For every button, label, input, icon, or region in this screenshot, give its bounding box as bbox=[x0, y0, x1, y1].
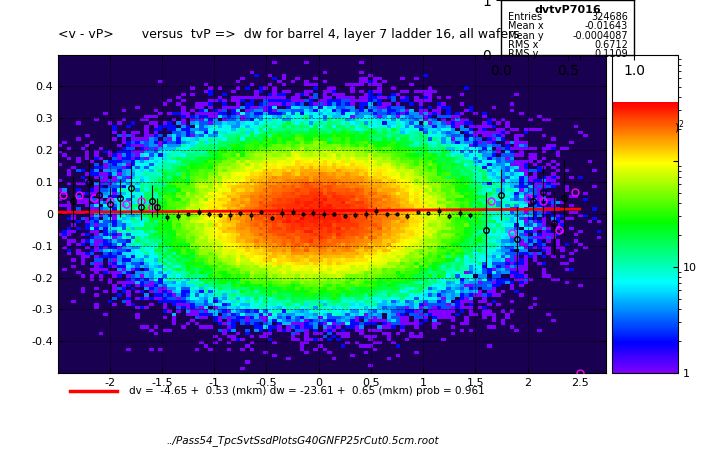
Text: )$^2$: )$^2$ bbox=[674, 119, 685, 136]
Text: -0.0004087: -0.0004087 bbox=[572, 30, 628, 40]
Text: dv =  -4.65 +  0.53 (mkm) dw = -23.61 +  0.65 (mkm) prob = 0.961: dv = -4.65 + 0.53 (mkm) dw = -23.61 + 0.… bbox=[129, 386, 485, 396]
Text: Mean y: Mean y bbox=[508, 30, 544, 40]
Text: 0.6712: 0.6712 bbox=[594, 40, 628, 50]
Text: 324686: 324686 bbox=[591, 12, 628, 22]
Text: ../Pass54_TpcSvtSsdPlotsG40GNFP25rCut0.5cm.root: ../Pass54_TpcSvtSsdPlotsG40GNFP25rCut0.5… bbox=[167, 435, 439, 446]
Text: Entries: Entries bbox=[508, 12, 542, 22]
Text: dvtvP7016: dvtvP7016 bbox=[534, 5, 601, 15]
Text: -0.01643: -0.01643 bbox=[585, 21, 628, 31]
Text: RMS x: RMS x bbox=[508, 40, 538, 50]
Text: 0.1109: 0.1109 bbox=[594, 49, 628, 59]
Text: RMS y: RMS y bbox=[508, 49, 538, 59]
Text: <v - vP>       versus  tvP =>  dw for barrel 4, layer 7 ladder 16, all wafers: <v - vP> versus tvP => dw for barrel 4, … bbox=[58, 28, 519, 41]
Text: Mean x: Mean x bbox=[508, 21, 544, 31]
